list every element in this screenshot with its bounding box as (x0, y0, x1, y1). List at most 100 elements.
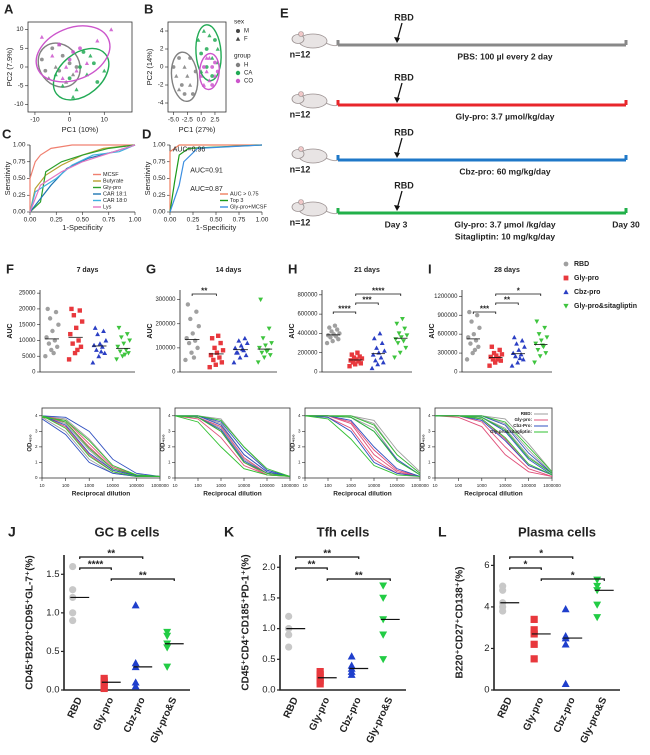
timeline (336, 40, 628, 47)
data-point (45, 306, 50, 312)
significance-label: *** (480, 305, 490, 314)
significance-label: * (517, 287, 521, 296)
x-tick-label: 1000000 (543, 483, 561, 488)
roc-curve (169, 144, 262, 212)
data-point (392, 355, 397, 360)
y-tick-label: 1200000 (434, 294, 458, 300)
roc-curve (29, 144, 136, 213)
day-label: Day 3 (385, 219, 408, 229)
titration-curve (175, 415, 291, 477)
group-size: n=12 (290, 109, 311, 119)
data-point (74, 325, 79, 331)
data-point (186, 340, 192, 346)
data-point (535, 347, 541, 353)
data-point (489, 344, 495, 349)
data-point (188, 82, 193, 87)
x-axis-label: 1-Specificity (196, 223, 237, 232)
data-point (67, 57, 72, 62)
y-tick-label: 2 (35, 444, 38, 449)
legend-label: CAR 18:1 (103, 191, 127, 197)
x-tick-label: 10 (39, 483, 45, 488)
y-tick-label: -4 (158, 100, 164, 107)
data-point (60, 83, 65, 88)
y-tick-label: 0 (314, 370, 318, 376)
data-point (196, 323, 201, 329)
data-point (263, 343, 268, 348)
auc-annotation: AUC=0.91 (190, 167, 223, 174)
x-tick-label: 100 (194, 483, 202, 488)
significance-bracket (355, 302, 379, 305)
data-point (43, 68, 48, 73)
significance-bracket (355, 293, 402, 296)
data-point (47, 316, 53, 321)
titration-curve (435, 415, 553, 476)
y-tick-label: 4 (298, 413, 301, 418)
data-point (536, 332, 542, 337)
data-point (477, 325, 482, 331)
roc-curve (169, 144, 263, 213)
y-axis-label: Sensitivity (3, 161, 12, 195)
rbd-arrowhead (394, 152, 400, 158)
significance-label: * (524, 560, 528, 571)
x-tick-label: Cbz-pro (552, 696, 578, 735)
significance-bracket (540, 578, 605, 581)
data-point (131, 678, 140, 686)
data-point (69, 586, 77, 594)
panel-letter: K (224, 524, 234, 540)
legend-label: Gly-pro+MCSF (230, 204, 267, 210)
legend-title: group (234, 53, 251, 60)
auc-annotation: AUC=0.87 (190, 186, 223, 193)
x-tick-label: 100 (324, 483, 332, 488)
x-tick-label: 0.00 (164, 217, 177, 224)
data-point (561, 605, 570, 613)
rbd-arrowhead (394, 205, 400, 211)
data-point (380, 359, 386, 365)
y-tick-label: 1 (168, 460, 171, 465)
legend-label: Butyrate (103, 178, 123, 184)
mouse-icon (291, 31, 339, 49)
data-point (530, 615, 538, 623)
x-tick-label: 0.50 (210, 217, 223, 224)
legend-label: M (244, 29, 249, 35)
y-axis-label: CD45⁺CD4⁺CD185⁺PD-1⁺(%) (241, 554, 252, 690)
significance-label: *** (362, 296, 372, 305)
data-point (347, 652, 356, 660)
data-point (348, 358, 353, 363)
data-point (39, 34, 44, 39)
data-point (243, 352, 249, 358)
y-tick-label: 0.50 (153, 175, 166, 182)
data-point (44, 335, 49, 340)
data-point (204, 69, 209, 74)
y-tick-label: 2 (160, 46, 164, 53)
data-point (259, 350, 265, 356)
data-point (66, 357, 72, 362)
data-point (509, 363, 515, 368)
data-point (127, 338, 133, 343)
y-tick-label: 600000 (437, 332, 458, 338)
data-point (163, 663, 172, 671)
titration-curve (174, 415, 291, 477)
data-point (473, 338, 479, 343)
group-ellipse (35, 25, 111, 83)
data-point (244, 340, 250, 346)
data-point (121, 341, 127, 347)
x-tick-label: 1000 (346, 483, 357, 488)
data-point (543, 351, 549, 356)
significance-label: ** (355, 571, 363, 582)
y-axis-label: B220⁺CD27⁺CD138⁺(%) (455, 567, 466, 679)
titration-curve (435, 415, 553, 476)
mouse-icon (291, 146, 339, 164)
data-point (78, 65, 82, 69)
mouse-ear (298, 199, 304, 205)
data-point (84, 61, 90, 65)
data-point (193, 69, 198, 74)
injection-label: RBD (394, 12, 414, 22)
significance-bracket (495, 302, 519, 305)
y-tick-label: 1.5 (262, 592, 275, 603)
data-point (92, 325, 98, 330)
y-tick-label: 15000 (19, 322, 36, 328)
legend-label: Gly-pro&sitagliptin: (490, 429, 533, 434)
data-point (324, 340, 330, 346)
y-tick-label: 0.00 (13, 209, 26, 216)
